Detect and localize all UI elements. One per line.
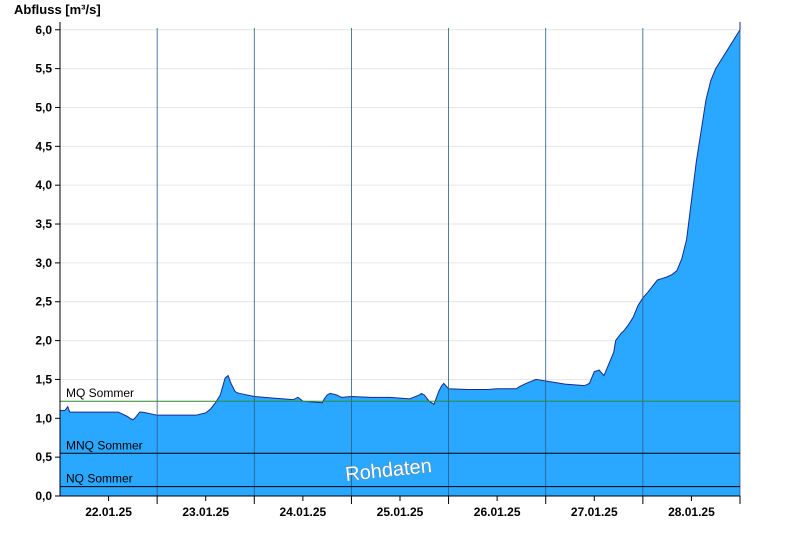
ref-label-0: MQ Sommer xyxy=(66,386,134,400)
y-tick-label-3: 1,5 xyxy=(35,372,52,386)
discharge-area xyxy=(60,29,740,496)
ref-label-1: MNQ Sommer xyxy=(66,438,143,452)
discharge-line xyxy=(60,29,741,421)
y-tick-label-4: 2,0 xyxy=(35,334,52,348)
reference-lines: MQ Sommer MNQ Sommer NQ Sommer xyxy=(60,386,740,488)
y-tick-label-7: 3,5 xyxy=(35,217,52,231)
y-tick-label-6: 3,0 xyxy=(35,256,52,270)
y-tick-label-11: 5,5 xyxy=(35,62,52,76)
x-ticks: 22.01.25 23.01.25 24.01.25 25.01.25 26.01.25… xyxy=(85,496,741,519)
x-tick-label-0: 22.01.25 xyxy=(85,505,132,519)
y-tick-label-8: 4,0 xyxy=(35,178,52,192)
x-tick-label-1: 23.01.25 xyxy=(182,505,229,519)
ref-label-2: NQ Sommer xyxy=(66,472,133,486)
day-separators xyxy=(156,28,741,496)
y-tick-label-2: 1,0 xyxy=(35,411,52,425)
x-tick-label-4: 26.01.25 xyxy=(474,505,521,519)
y-tick-label-1: 0,5 xyxy=(35,450,52,464)
y-ticks: 0,0 0,5 1,0 1,5 2,0 2,5 3,0 3,5 4,0 4,5 5,0 5,5 6,0 xyxy=(35,23,60,503)
y-axis-title: Abfluss [m³/s] xyxy=(14,2,101,17)
y-tick-label-12: 6,0 xyxy=(35,23,52,37)
y-tick-label-5: 2,5 xyxy=(35,295,52,309)
x-tick-label-3: 25.01.25 xyxy=(377,505,424,519)
x-tick-label-5: 27.01.25 xyxy=(571,505,618,519)
y-tick-label-0: 0,0 xyxy=(35,489,52,503)
y-tick-label-9: 4,5 xyxy=(35,139,52,153)
x-tick-label-2: 24.01.25 xyxy=(279,505,326,519)
x-tick-label-6: 28.01.25 xyxy=(668,505,715,519)
y-tick-label-10: 5,0 xyxy=(35,100,52,114)
